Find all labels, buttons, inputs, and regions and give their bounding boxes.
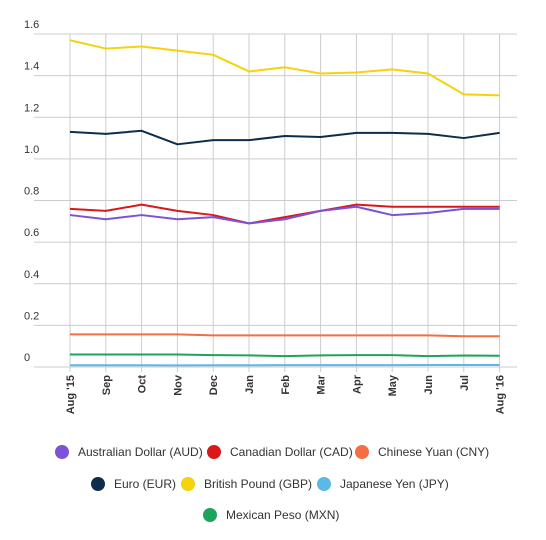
x-tick-label: Oct bbox=[137, 375, 149, 394]
legend-item[interactable]: Japanese Yen (JPY) bbox=[317, 477, 449, 491]
legend-label: British Pound (GBP) bbox=[204, 477, 312, 491]
x-tick-label: Sep bbox=[101, 375, 113, 395]
series-line-australian-dollar-aud bbox=[69, 205, 500, 225]
y-tick-label: 1.2 bbox=[24, 102, 39, 114]
series-line-mexican-peso-mxn bbox=[70, 353, 500, 358]
y-tick-label: 1.4 bbox=[24, 61, 39, 73]
legend-swatch bbox=[203, 508, 217, 522]
legend-label: Australian Dollar (AUD) bbox=[78, 445, 203, 459]
x-tick-label: Aug '15 bbox=[65, 375, 77, 414]
legend-label: Mexican Peso (MXN) bbox=[226, 508, 339, 522]
legend-swatch bbox=[207, 445, 221, 459]
legend-swatch bbox=[91, 477, 105, 491]
y-tick-label: 1.6 bbox=[24, 19, 39, 31]
legend-item[interactable]: Mexican Peso (MXN) bbox=[203, 508, 339, 522]
y-tick-label: 1.0 bbox=[24, 144, 39, 156]
x-tick-label: May bbox=[387, 374, 399, 396]
legend-item[interactable]: Euro (EUR) bbox=[91, 477, 176, 491]
legend-item[interactable]: Canadian Dollar (CAD) bbox=[207, 445, 353, 459]
y-tick-label: 0.2 bbox=[24, 310, 39, 322]
x-tick-label: Apr bbox=[351, 374, 363, 394]
legend-label: Chinese Yuan (CNY) bbox=[378, 445, 489, 459]
series-line-canadian-dollar-cad bbox=[69, 203, 500, 225]
legend-item[interactable]: Chinese Yuan (CNY) bbox=[355, 445, 489, 459]
legend-label: Canadian Dollar (CAD) bbox=[230, 445, 353, 459]
series-line-euro-eur bbox=[69, 129, 500, 146]
x-axis-tick-labels: Aug '15 Sep Oct Nov Dec Jan Feb Mar Apr May Jun Jul… bbox=[65, 374, 507, 414]
x-tick-label: Jan bbox=[244, 375, 256, 394]
chart-legend: Australian Dollar (AUD) Canadian Dollar (… bbox=[55, 445, 489, 522]
legend-swatch bbox=[181, 477, 195, 491]
x-tick-label: Mar bbox=[316, 374, 328, 394]
x-tick-label: Dec bbox=[208, 375, 220, 395]
y-axis-tick-labels: 0 0.2 0.4 0.6 0.8 1.0 1.2 1.4 1.6 bbox=[24, 19, 39, 364]
series-line-british-pound-gbp bbox=[69, 39, 500, 97]
x-tick-label: Jun bbox=[423, 375, 435, 395]
legend-swatch bbox=[55, 445, 69, 459]
y-tick-label: 0.8 bbox=[24, 186, 39, 198]
legend-item[interactable]: British Pound (GBP) bbox=[181, 477, 312, 491]
chart-gridlines bbox=[34, 33, 517, 372]
y-tick-label: 0 bbox=[24, 352, 30, 364]
y-tick-label: 0.6 bbox=[24, 227, 39, 239]
legend-swatch bbox=[317, 477, 331, 491]
y-tick-label: 0.4 bbox=[24, 269, 39, 281]
legend-label: Euro (EUR) bbox=[114, 477, 176, 491]
legend-item[interactable]: Australian Dollar (AUD) bbox=[55, 445, 203, 459]
x-tick-label: Nov bbox=[172, 374, 184, 396]
series-line-chinese-yuan-cny bbox=[70, 333, 500, 338]
legend-label: Japanese Yen (JPY) bbox=[340, 477, 449, 491]
legend-swatch bbox=[355, 445, 369, 459]
x-tick-label: Feb bbox=[280, 375, 292, 395]
x-tick-label: Jul bbox=[459, 375, 471, 391]
chart-series-lines bbox=[69, 39, 500, 367]
x-tick-label: Aug '16 bbox=[495, 375, 507, 414]
